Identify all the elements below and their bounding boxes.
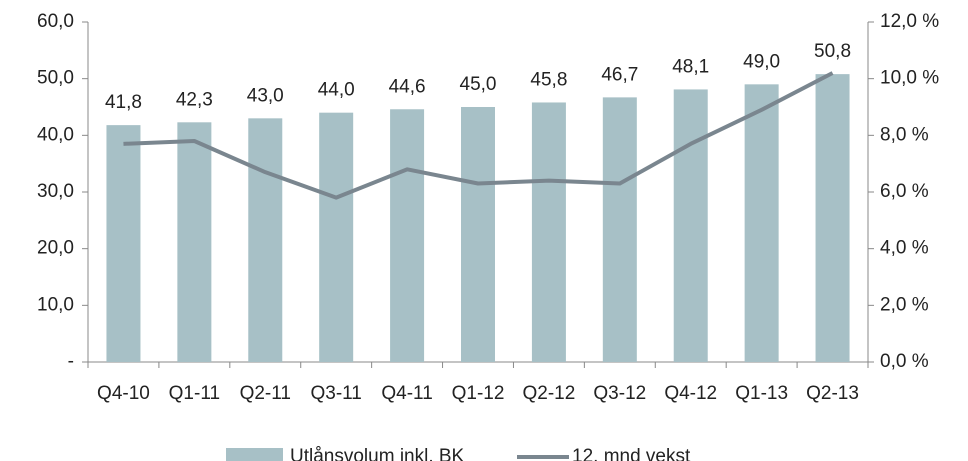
y-tick-label: 10,0: [37, 294, 74, 315]
data-label: 41,8: [105, 92, 142, 113]
data-label: 50,8: [814, 41, 851, 62]
bar: [248, 118, 283, 362]
bar: [461, 107, 495, 362]
x-tick-label: Q2-12: [523, 383, 576, 404]
y-tick-label: -: [68, 351, 74, 372]
legend-label: Utlånsvolum inkl. BK: [290, 446, 465, 461]
bar: [531, 102, 566, 362]
line: [123, 71, 834, 200]
data-label: 43,0: [247, 85, 284, 106]
data-label: 45,8: [530, 69, 567, 90]
bar: [602, 97, 637, 362]
legend-swatch: [226, 448, 283, 461]
y2-tick-label: 10,0 %: [880, 68, 939, 89]
x-tick-label: Q4-10: [97, 383, 150, 404]
y-tick-label: 60,0: [37, 11, 74, 32]
x-tick-label: Q3-11: [310, 383, 361, 404]
data-label: 49,0: [743, 51, 780, 72]
data-label: 46,7: [601, 64, 638, 85]
data-label: 44,6: [389, 76, 426, 97]
y-tick-label: 50,0: [37, 68, 74, 89]
y2-tick-label: 6,0 %: [880, 181, 929, 202]
data-label: 45,0: [460, 74, 497, 95]
x-tick-label: Q2-11: [240, 383, 291, 404]
y-tick-label: 30,0: [37, 181, 74, 202]
x-tick-label: Q1-12: [452, 383, 505, 404]
data-label: 44,0: [318, 80, 355, 101]
bar: [177, 122, 212, 362]
x-tick-label: Q4-11: [381, 383, 432, 404]
y2-tick-label: 12,0 %: [880, 11, 939, 32]
bar: [106, 125, 141, 362]
x-tick-label: Q1-13: [735, 383, 788, 404]
y2-tick-label: 4,0 %: [880, 238, 929, 259]
x-tick-label: Q2-13: [806, 383, 859, 404]
legend-label: 12. mnd vekst: [572, 446, 691, 461]
y2-tick-label: 8,0 %: [880, 124, 929, 145]
bar: [815, 74, 850, 362]
bar: [744, 84, 779, 362]
x-tick-label: Q1-11: [169, 383, 220, 404]
y2-tick-label: 0,0 %: [880, 351, 929, 372]
data-label: 48,1: [672, 56, 709, 77]
y2-tick-label: 2,0 %: [880, 294, 929, 315]
x-tick-label: Q4-12: [664, 383, 717, 404]
x-tick-label: Q3-12: [593, 383, 646, 404]
bar: [673, 89, 708, 362]
y-tick-label: 40,0: [37, 124, 74, 145]
bar: [319, 112, 354, 363]
bar: [390, 109, 425, 363]
data-label: 42,3: [176, 89, 213, 110]
y-tick-label: 20,0: [37, 238, 74, 259]
